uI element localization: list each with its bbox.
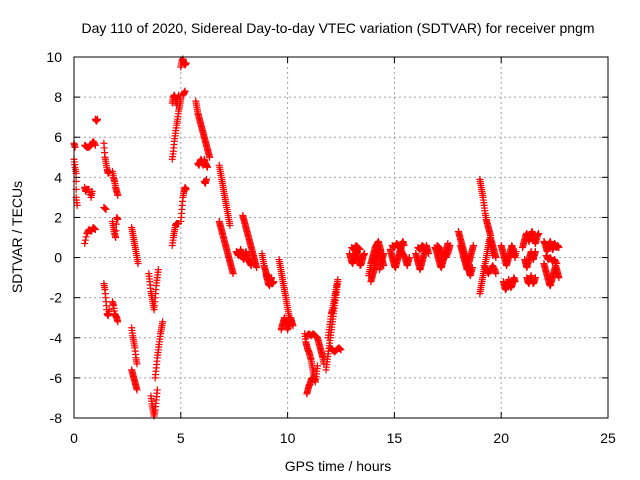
data-point: [202, 175, 210, 183]
data-points: [70, 55, 563, 420]
data-point: [112, 220, 120, 228]
data-point: [154, 266, 162, 274]
data-point: [512, 248, 520, 256]
data-point: [308, 374, 316, 382]
data-point: [112, 227, 120, 235]
data-point: [355, 244, 363, 252]
data-point: [531, 248, 539, 256]
data-point: [181, 87, 189, 95]
data-point: [356, 246, 364, 254]
x-tick-label: 20: [493, 430, 509, 446]
data-point: [93, 115, 101, 123]
data-point: [206, 153, 214, 161]
y-tick-label: 8: [54, 89, 62, 105]
data-point: [469, 242, 477, 250]
data-point: [446, 242, 454, 250]
data-point: [334, 276, 342, 284]
x-axis-label: GPS time / hours: [285, 458, 392, 474]
plot-frame: [73, 56, 609, 419]
data-point: [71, 143, 79, 151]
data-point: [112, 234, 120, 241]
data-point: [535, 229, 543, 237]
data-point: [360, 250, 368, 258]
data-point: [81, 240, 89, 248]
data-point: [247, 262, 255, 270]
data-point: [289, 322, 297, 330]
data-point: [552, 258, 560, 266]
data-point: [90, 224, 98, 232]
data-point: [114, 215, 122, 223]
data-point: [422, 248, 430, 256]
data-point: [531, 274, 539, 282]
data-point: [153, 386, 161, 394]
data-point: [314, 362, 322, 370]
x-tick-label: 0: [70, 430, 78, 446]
data-point: [102, 205, 110, 213]
data-point: [134, 260, 142, 268]
chart-title: Day 110 of 2020, Sidereal Day-to-day VTE…: [81, 20, 594, 36]
y-tick-label: -6: [50, 370, 63, 386]
data-point: [114, 191, 122, 199]
data-point: [492, 254, 500, 262]
data-point: [105, 306, 113, 314]
data-point: [405, 254, 413, 262]
y-tick-label: -8: [50, 410, 63, 426]
y-tick-label: 4: [54, 169, 62, 185]
data-point: [81, 236, 89, 244]
data-point: [204, 163, 211, 171]
y-axis-label: SDTVAR / TECUs: [9, 181, 25, 293]
data-point: [268, 274, 276, 282]
data-point: [553, 260, 561, 268]
data-point: [182, 59, 190, 67]
data-point: [336, 344, 344, 352]
x-tick-label: 5: [177, 430, 185, 446]
data-point: [133, 360, 141, 368]
y-tick-label: -2: [50, 290, 63, 306]
tick-labels: 0 5 10 15 20 25 -8 -6 -4 -2 0 2 4 6 8 10: [46, 49, 616, 446]
data-point: [182, 185, 190, 193]
data-point: [226, 221, 234, 229]
y-tick-label: 6: [54, 129, 62, 145]
x-tick-label: 10: [280, 430, 296, 446]
data-point: [468, 264, 476, 272]
y-tick-label: 0: [54, 250, 62, 266]
data-point: [555, 274, 563, 282]
data-point: [133, 386, 141, 394]
data-point: [555, 244, 563, 252]
y-tick-label: -4: [50, 330, 63, 346]
data-point: [88, 187, 96, 195]
data-point: [101, 205, 109, 213]
data-point: [380, 250, 388, 258]
grid: [74, 57, 608, 418]
data-point: [101, 204, 109, 212]
data-point: [229, 270, 237, 278]
data-point: [337, 346, 345, 354]
data-point: [336, 345, 344, 353]
data-point: [91, 141, 99, 149]
data-point: [159, 318, 167, 326]
x-tick-label: 15: [387, 430, 403, 446]
data-point: [422, 246, 430, 254]
y-tick-label: 10: [46, 49, 62, 65]
data-point: [91, 140, 99, 148]
x-tick-label: 25: [600, 430, 616, 446]
data-point: [356, 245, 364, 253]
data-point: [253, 264, 261, 272]
data-point: [91, 225, 99, 233]
data-point: [91, 225, 99, 233]
data-point: [511, 278, 519, 286]
y-tick-label: 2: [54, 209, 62, 225]
data-point: [114, 318, 122, 326]
data-point: [82, 233, 90, 241]
data-point: [73, 201, 81, 209]
data-point: [492, 270, 500, 278]
